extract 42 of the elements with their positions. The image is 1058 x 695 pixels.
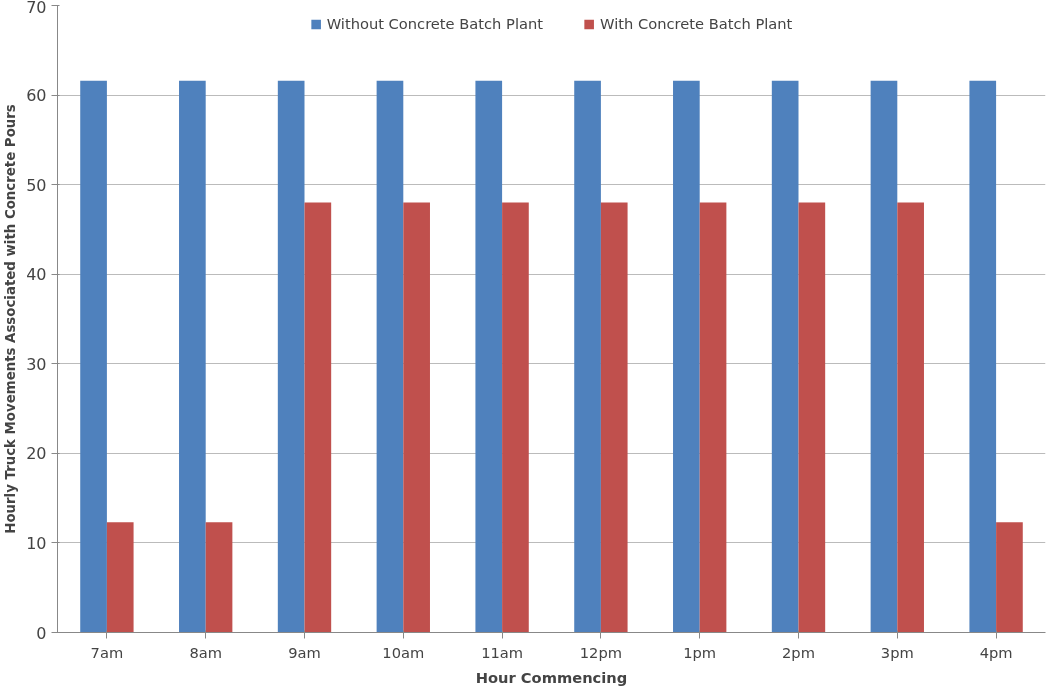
- x-tick-label: 3pm: [880, 643, 914, 661]
- bar: [798, 202, 826, 633]
- y-tick-label: 10: [26, 533, 47, 553]
- bar: [502, 202, 529, 633]
- bar: [475, 80, 503, 633]
- x-tick-label: 12pm: [579, 643, 623, 661]
- bar: [699, 202, 727, 633]
- bar: [969, 80, 997, 633]
- y-tick-label: 30: [26, 354, 47, 374]
- bar: [80, 80, 107, 633]
- bar: [403, 202, 430, 633]
- y-tick-label: 50: [26, 175, 47, 195]
- bar: [574, 80, 601, 633]
- x-axis-title: Hour Commencing: [475, 668, 628, 686]
- bar: [897, 202, 924, 633]
- legend-label: With Concrete Batch Plant: [600, 15, 793, 32]
- x-tick-label: 8am: [189, 643, 222, 661]
- bar: [304, 202, 332, 633]
- bar: [771, 80, 799, 633]
- bar: [205, 522, 233, 633]
- bar: [106, 522, 134, 633]
- bar: [870, 80, 898, 633]
- y-axis-title: Hourly Truck Movements Associated with Concrete Pours: [3, 104, 19, 534]
- y-tick-label: 0: [36, 623, 47, 643]
- x-tick-label: 10am: [382, 643, 425, 661]
- x-tick-label: 4pm: [979, 643, 1013, 661]
- bar: [376, 80, 404, 633]
- bar: [600, 202, 628, 633]
- x-tick-label: 2pm: [782, 643, 815, 661]
- legend-label: Without Concrete Batch Plant: [326, 15, 544, 32]
- y-tick-label: 60: [26, 86, 47, 106]
- x-tick-label: 7am: [90, 643, 124, 661]
- y-tick-label: 40: [26, 265, 47, 285]
- bar: [277, 80, 305, 633]
- bar: [179, 80, 206, 633]
- bar: [673, 80, 700, 633]
- x-tick-label: 9am: [288, 643, 321, 661]
- y-tick-label: 20: [26, 444, 47, 464]
- x-tick-label: 11am: [481, 643, 524, 661]
- x-tick-label: 1pm: [683, 643, 717, 661]
- bar: [996, 522, 1023, 633]
- y-tick-label: 70: [26, 0, 47, 17]
